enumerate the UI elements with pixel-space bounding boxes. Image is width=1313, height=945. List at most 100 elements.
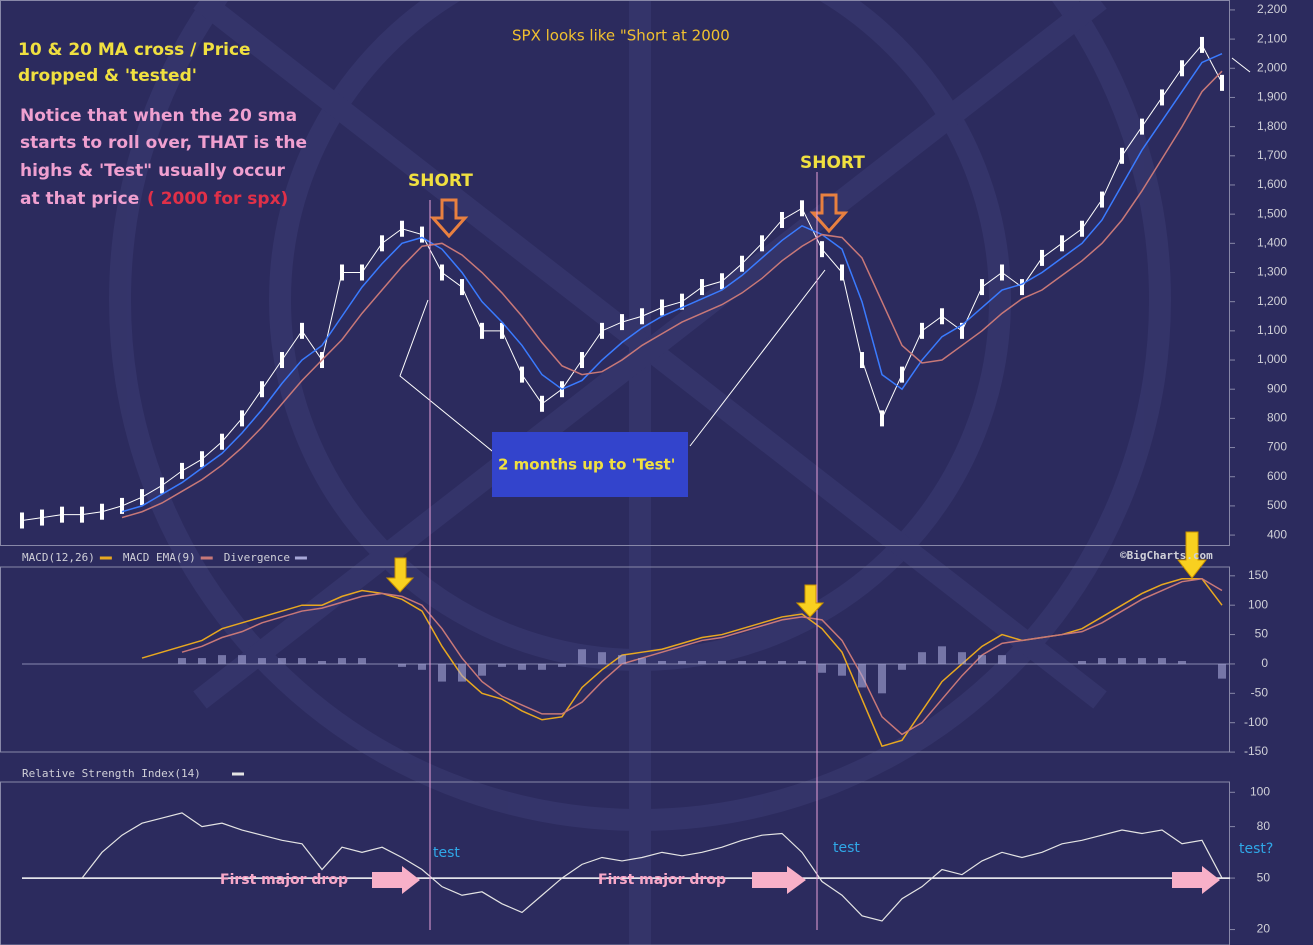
divergence-bar bbox=[1098, 658, 1106, 664]
divergence-bar bbox=[938, 646, 946, 664]
divergence-bar bbox=[478, 663, 486, 676]
y-tick-label: 400 bbox=[1267, 527, 1287, 541]
y-tick-label: 1,700 bbox=[1257, 148, 1287, 162]
divergence-bar bbox=[458, 663, 466, 682]
notice: highs & 'Test" usually occur bbox=[20, 161, 285, 181]
test-label: test? bbox=[1239, 841, 1273, 857]
y-tick-label: 20 bbox=[1257, 922, 1271, 936]
short-arrows bbox=[429, 193, 849, 239]
divergence-bar bbox=[718, 661, 726, 664]
divergence-bar bbox=[978, 655, 986, 664]
series-line bbox=[21, 44, 1223, 521]
y-tick-label: 1,300 bbox=[1257, 265, 1287, 279]
y-tick-label: 1,600 bbox=[1257, 177, 1287, 191]
divergence-bar bbox=[498, 663, 506, 667]
y-tick-label: 500 bbox=[1267, 498, 1287, 512]
divergence-bar bbox=[398, 663, 406, 667]
notice-red: ( 2000 for spx) bbox=[147, 189, 288, 209]
short-label: SHORT bbox=[408, 171, 473, 191]
divergence-bar bbox=[758, 661, 766, 664]
legend-label: MACD(12,26) bbox=[22, 551, 95, 564]
y-tick-label: 1,000 bbox=[1257, 352, 1287, 366]
heading: 10 & 20 MA cross / Price bbox=[18, 40, 251, 60]
y-tick-label: 2,000 bbox=[1257, 60, 1287, 74]
divergence-bar bbox=[438, 663, 446, 682]
short-label: SHORT bbox=[800, 153, 865, 173]
divergence-bar bbox=[198, 658, 206, 664]
y-tick-label: 1,400 bbox=[1257, 235, 1287, 249]
y-tick-label: 100 bbox=[1250, 784, 1270, 798]
macd-arrows bbox=[385, 531, 1208, 618]
divergence-bar bbox=[658, 661, 666, 664]
divergence-bar bbox=[998, 655, 1006, 664]
divergence-bar bbox=[1138, 658, 1146, 664]
notice: Notice that when the 20 sma bbox=[20, 106, 297, 126]
series-line bbox=[121, 52, 1223, 513]
divergence-bar bbox=[898, 663, 906, 670]
divergence-bar bbox=[598, 652, 606, 664]
y-tick-label: 1,200 bbox=[1257, 294, 1287, 308]
divergence-bar bbox=[318, 661, 326, 664]
legend-label: MACD EMA(9) bbox=[123, 551, 196, 564]
divergence-bar bbox=[618, 655, 626, 664]
y-tick-label: 1,500 bbox=[1257, 206, 1287, 220]
divergence-bar bbox=[538, 663, 546, 670]
divergence-bar bbox=[1158, 658, 1166, 664]
notice: at that price bbox=[20, 189, 139, 209]
divergence-bar bbox=[798, 661, 806, 664]
y-tick-label: 1,100 bbox=[1257, 323, 1287, 337]
vertical-markers bbox=[429, 172, 818, 930]
watermark: ©BigCharts.com bbox=[1120, 549, 1213, 562]
y-tick-label: 2,200 bbox=[1257, 2, 1287, 16]
divergence-bar bbox=[738, 661, 746, 664]
notice: starts to roll over, THAT is the bbox=[20, 133, 307, 153]
divergence-bar bbox=[278, 658, 286, 664]
divergence-bar bbox=[338, 658, 346, 664]
y-tick-label: 1,900 bbox=[1257, 90, 1287, 104]
divergence-bar bbox=[638, 658, 646, 664]
divergence-bar bbox=[178, 658, 186, 664]
y-tick-label: 150 bbox=[1248, 568, 1268, 582]
connector-lines bbox=[399, 57, 1251, 456]
y-tick-label: -150 bbox=[1244, 744, 1268, 758]
divergence-bar bbox=[878, 663, 886, 694]
divergence-bar bbox=[838, 663, 846, 676]
y-tick-label: 600 bbox=[1267, 469, 1287, 483]
drop-label: First major drop bbox=[598, 872, 726, 888]
series-line bbox=[121, 70, 1223, 519]
divergence-bar bbox=[818, 663, 826, 673]
divergence-bar bbox=[578, 649, 586, 664]
y-tick-label: 1,800 bbox=[1257, 119, 1287, 133]
divergence-bar bbox=[238, 655, 246, 664]
y-tick-label: 50 bbox=[1255, 627, 1269, 641]
divergence-bar bbox=[298, 658, 306, 664]
y-tick-label: 100 bbox=[1248, 597, 1268, 611]
divergence-bar bbox=[1078, 661, 1086, 664]
divergence-bar bbox=[558, 663, 566, 667]
series-line bbox=[181, 577, 1223, 736]
divergence-bar bbox=[1178, 661, 1186, 664]
y-tick-label: -100 bbox=[1244, 715, 1268, 729]
y-tick-label: 50 bbox=[1257, 870, 1271, 884]
divergence-bar bbox=[418, 663, 426, 670]
spx-note: SPX looks like "Short at 2000 bbox=[512, 27, 730, 45]
divergence-bar bbox=[678, 661, 686, 664]
test-label: test bbox=[433, 845, 460, 861]
test-label: test bbox=[833, 840, 860, 856]
divergence-bar bbox=[918, 652, 926, 664]
divergence-bar bbox=[1218, 663, 1226, 679]
divergence-bar bbox=[858, 663, 866, 688]
drop-arrows bbox=[372, 866, 1220, 894]
panel-title: Relative Strength Index(14) bbox=[22, 767, 201, 780]
note-box-text: 2 months up to 'Test' bbox=[498, 456, 675, 474]
divergence-bar bbox=[698, 661, 706, 664]
legend-label: Divergence bbox=[224, 551, 290, 564]
divergence-bar bbox=[518, 663, 526, 670]
divergence-bar bbox=[358, 658, 366, 664]
heading: dropped & 'tested' bbox=[18, 66, 197, 86]
y-tick-label: 0 bbox=[1261, 656, 1268, 670]
divergence-bar bbox=[778, 661, 786, 664]
y-tick-label: -50 bbox=[1251, 685, 1269, 699]
plot-area: 4005006007008009001,0001,1001,2001,3001,… bbox=[20, 2, 1287, 936]
y-tick-label: 80 bbox=[1257, 819, 1271, 833]
